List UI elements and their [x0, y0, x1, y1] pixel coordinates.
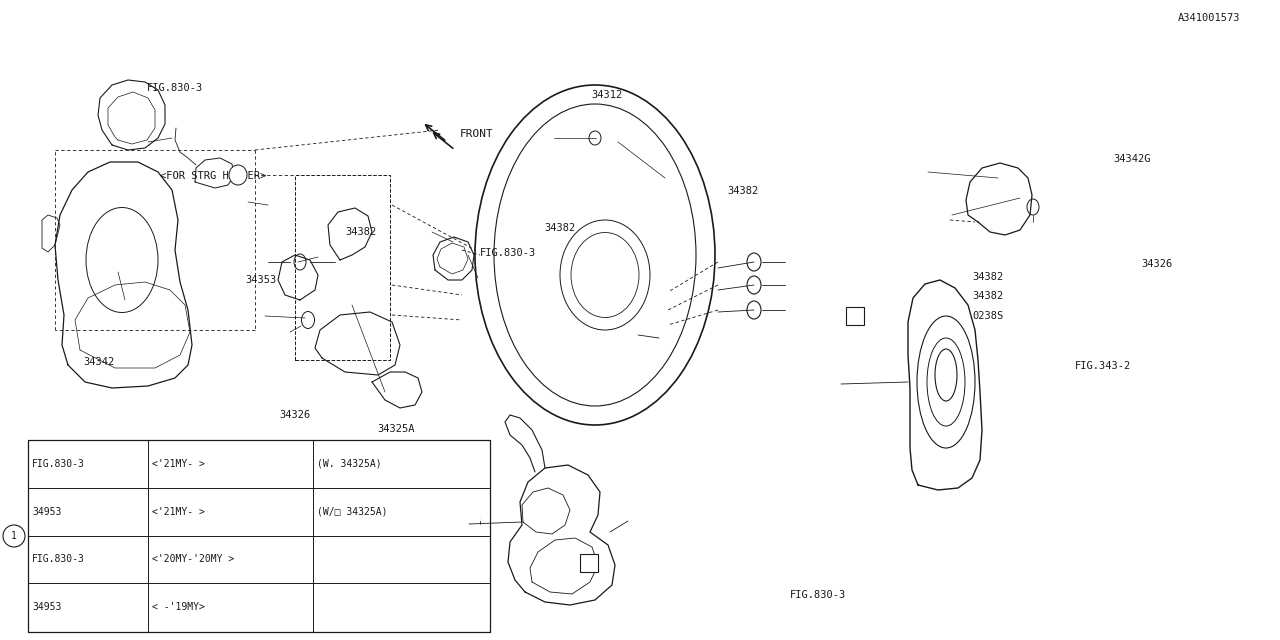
Text: 34342: 34342: [83, 356, 114, 367]
Text: 1: 1: [12, 531, 17, 541]
Text: 34326: 34326: [1142, 259, 1172, 269]
Text: 34953: 34953: [32, 507, 61, 517]
Text: FIG.830-3: FIG.830-3: [790, 590, 846, 600]
Text: A: A: [852, 310, 858, 321]
Text: (W. 34325A): (W. 34325A): [317, 459, 381, 469]
Text: 0238S: 0238S: [973, 310, 1004, 321]
Text: 1: 1: [236, 170, 241, 179]
Text: < -'19MY>: < -'19MY>: [152, 602, 205, 612]
Bar: [580, 554, 598, 572]
Text: 34342G: 34342G: [1114, 154, 1151, 164]
Text: 34953: 34953: [32, 602, 61, 612]
Text: 34326: 34326: [279, 410, 310, 420]
Text: A341001573: A341001573: [1178, 13, 1240, 23]
Text: 34312: 34312: [591, 90, 622, 100]
Text: 34382: 34382: [544, 223, 575, 234]
Text: 34382: 34382: [973, 272, 1004, 282]
Text: <'20MY-'20MY >: <'20MY-'20MY >: [152, 554, 234, 564]
Text: FIG.830-3: FIG.830-3: [32, 554, 84, 564]
Text: FIG.343-2: FIG.343-2: [1075, 361, 1132, 371]
Text: 34382: 34382: [727, 186, 758, 196]
Text: 34382: 34382: [346, 227, 376, 237]
Ellipse shape: [3, 525, 26, 547]
Bar: [846, 307, 864, 324]
Text: FIG.830-3: FIG.830-3: [480, 248, 536, 258]
Text: (W/□ 34325A): (W/□ 34325A): [317, 507, 388, 517]
Text: 34353: 34353: [246, 275, 276, 285]
Text: <'21MY- >: <'21MY- >: [152, 459, 205, 469]
Ellipse shape: [229, 165, 247, 185]
Text: FRONT: FRONT: [460, 129, 494, 139]
Text: 34382: 34382: [973, 291, 1004, 301]
Text: <'21MY- >: <'21MY- >: [152, 507, 205, 517]
Text: A: A: [586, 558, 591, 568]
Text: FIG.830-3: FIG.830-3: [147, 83, 204, 93]
Text: 34325A: 34325A: [378, 424, 415, 434]
Text: FIG.830-3: FIG.830-3: [32, 459, 84, 469]
Text: <FOR STRG HEATER>: <FOR STRG HEATER>: [160, 171, 266, 181]
